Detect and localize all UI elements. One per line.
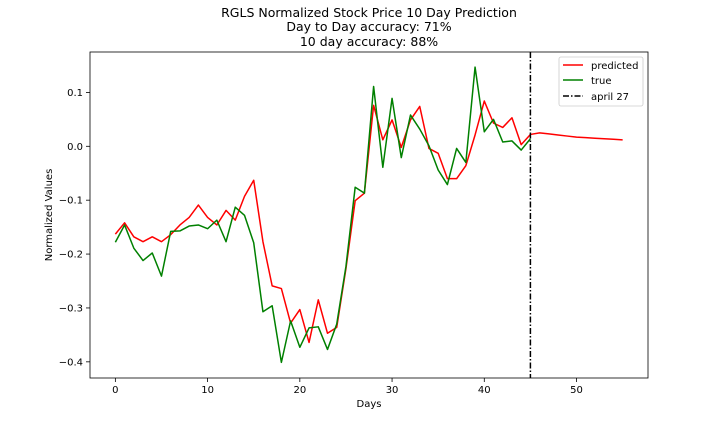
legend-box xyxy=(558,56,644,107)
y-tick-label: −0.1 xyxy=(59,196,83,207)
x-tick-label: 30 xyxy=(386,385,399,396)
x-tick-label: 0 xyxy=(112,385,118,396)
plot-area xyxy=(114,52,623,378)
y-axis-label: Normalized Values xyxy=(44,169,55,262)
series-line-predicted xyxy=(114,100,623,344)
y-tick-label: 0.1 xyxy=(67,88,83,99)
y-tick-label: 0.0 xyxy=(67,142,83,153)
y-tick-label: −0.2 xyxy=(59,250,83,261)
x-tick-label: 40 xyxy=(478,385,491,396)
x-axis-label: Days xyxy=(357,399,382,410)
series-line-true xyxy=(114,66,531,364)
legend-label-true: true xyxy=(591,76,612,87)
legend-label-april-27: april 27 xyxy=(591,92,629,103)
x-tick-label: 10 xyxy=(201,385,214,396)
plot-frame xyxy=(89,51,649,379)
x-tick-label: 50 xyxy=(570,385,583,396)
chart-title-line-2: Day to Day accuracy: 71% xyxy=(286,19,451,34)
legend: predicted true april 27 xyxy=(558,56,644,107)
x-tick-label: 20 xyxy=(293,385,306,396)
chart-title-line-3: 10 day accuracy: 88% xyxy=(300,34,438,49)
legend-label-predicted: predicted xyxy=(591,61,638,72)
chart-title-line-1: RGLS Normalized Stock Price 10 Day Predi… xyxy=(221,5,517,20)
axis-ticks: 0 10 20 30 40 50 −0.4 −0.3 −0.2 −0.1 0.0 0.1 xyxy=(59,88,583,396)
y-tick-label: −0.3 xyxy=(59,303,83,314)
y-tick-label: −0.4 xyxy=(59,357,83,368)
